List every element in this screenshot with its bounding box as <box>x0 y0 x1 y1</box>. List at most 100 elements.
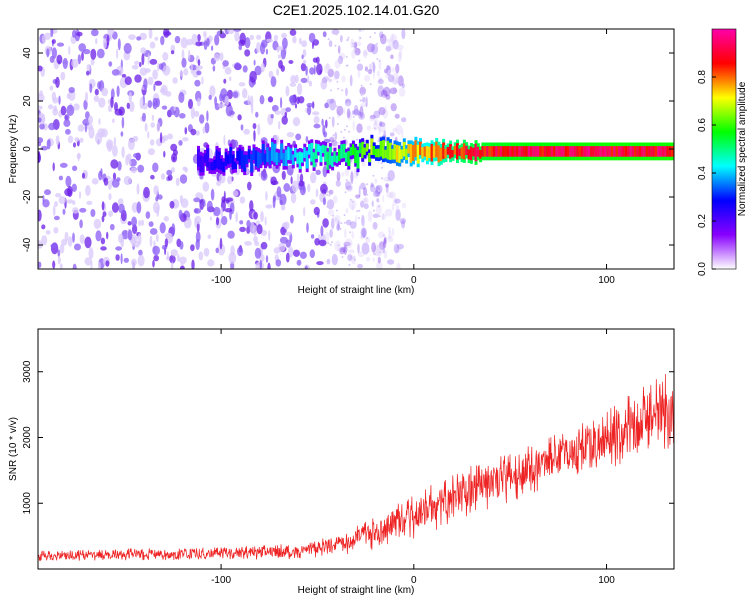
signal-cell <box>280 143 284 160</box>
noise-blob <box>349 74 353 87</box>
noise-blob <box>345 87 348 97</box>
signal-cell <box>261 144 265 162</box>
noise-blob <box>162 52 169 61</box>
signal-cell <box>393 144 397 160</box>
noise-blob <box>67 135 74 144</box>
noise-blob <box>344 238 353 249</box>
noise-blob <box>366 125 371 131</box>
noise-blob <box>57 256 61 265</box>
signal-cell <box>328 146 332 166</box>
colorbar-tick-label: 0.6 <box>697 118 708 132</box>
noise-blob <box>195 130 200 136</box>
noise-blob <box>86 123 94 131</box>
signal-cell <box>458 148 462 156</box>
noise-blob <box>161 105 168 110</box>
noise-blob <box>383 250 388 259</box>
signal-cell <box>409 143 413 163</box>
noise-blob <box>339 246 348 253</box>
noise-blob <box>58 196 67 205</box>
noise-blob <box>226 89 234 100</box>
noise-dot <box>336 181 339 184</box>
noise-blob <box>147 148 155 156</box>
noise-blob <box>208 94 212 101</box>
signal-cell <box>388 142 392 160</box>
noise-dot <box>340 222 343 225</box>
noise-blob <box>68 45 71 56</box>
signal-cell <box>539 146 543 157</box>
noise-blob <box>213 53 220 62</box>
signal-cell <box>377 148 381 158</box>
noise-blob <box>289 82 297 87</box>
x-tick-label: 0 <box>411 575 417 586</box>
noise-blob <box>160 35 165 46</box>
noise-blob <box>206 200 213 212</box>
noise-blob <box>276 46 284 51</box>
signal-cell <box>331 155 335 167</box>
noise-blob <box>357 70 361 79</box>
noise-blob <box>392 66 395 73</box>
noise-blob <box>55 76 60 88</box>
noise-blob <box>162 135 169 142</box>
noise-dot <box>366 183 369 186</box>
noise-blob <box>38 93 45 102</box>
signal-cell <box>354 147 358 164</box>
signal-cell <box>296 152 300 164</box>
noise-blob <box>387 259 395 265</box>
noise-blob <box>127 153 132 161</box>
noise-blob <box>166 169 173 176</box>
noise-blob <box>310 234 315 239</box>
noise-blob <box>101 87 109 97</box>
noise-blob <box>254 65 262 76</box>
noise-blob <box>124 76 132 86</box>
noise-blob <box>398 86 406 97</box>
noise-blob <box>59 263 63 269</box>
signal-cell <box>629 146 633 157</box>
noise-blob <box>375 203 382 216</box>
noise-blob <box>348 249 355 254</box>
signal-cell <box>460 147 464 159</box>
noise-blob <box>84 122 88 133</box>
signal-cell <box>657 146 661 157</box>
noise-blob <box>224 67 232 75</box>
signal-cell <box>613 146 617 157</box>
noise-blob <box>395 124 403 136</box>
noise-blob <box>179 241 184 250</box>
noise-blob <box>385 183 389 188</box>
noise-blob <box>111 179 120 188</box>
spectrogram-xlabel: Height of straight line (km) <box>298 285 415 296</box>
noise-blob <box>252 123 257 130</box>
noise-dot <box>341 89 344 92</box>
noise-blob <box>134 60 140 65</box>
noise-blob <box>138 249 143 256</box>
signal-cell <box>412 145 415 161</box>
noise-blob <box>246 226 251 234</box>
noise-blob <box>344 99 352 107</box>
noise-blob <box>385 184 389 194</box>
colorbar-tick-label: 0.0 <box>697 262 708 276</box>
noise-blob <box>38 137 44 144</box>
noise-dot <box>352 45 355 48</box>
noise-blob <box>365 96 368 108</box>
noise-blob <box>239 196 246 204</box>
noise-blob <box>59 162 68 168</box>
signal-cell <box>405 148 409 160</box>
noise-blob <box>149 58 158 65</box>
noise-blob <box>190 107 196 119</box>
noise-blob <box>153 254 159 262</box>
noise-blob <box>341 75 346 83</box>
noise-blob <box>344 167 350 177</box>
noise-blob <box>265 48 268 55</box>
noise-dot <box>330 89 333 92</box>
noise-blob <box>331 253 338 266</box>
noise-blob <box>360 227 367 238</box>
noise-blob <box>369 116 374 122</box>
noise-blob <box>150 122 155 128</box>
signal-cell <box>590 146 594 157</box>
noise-blob <box>195 192 203 199</box>
signal-cell <box>240 150 244 169</box>
noise-blob <box>285 239 291 248</box>
signal-cell <box>294 147 298 158</box>
noise-blob <box>375 184 383 194</box>
noise-blob <box>60 71 66 81</box>
noise-blob <box>193 197 201 203</box>
